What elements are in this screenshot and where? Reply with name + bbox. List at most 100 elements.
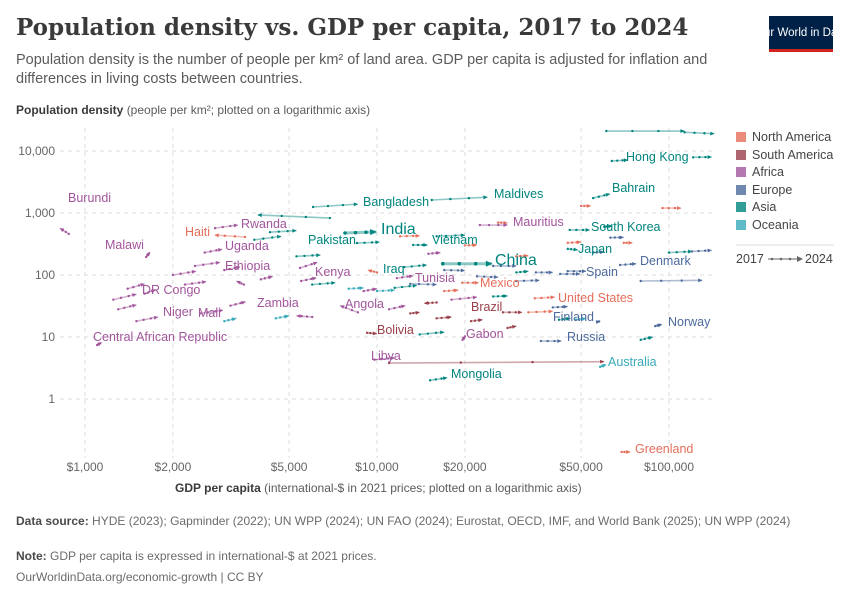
arrowhead <box>447 315 452 320</box>
logo-text: Our World in Data <box>755 27 847 39</box>
country-trajectory <box>574 316 587 321</box>
start-dot <box>574 318 578 321</box>
year-dot <box>187 271 190 274</box>
legend-item[interactable]: North America <box>736 130 831 144</box>
start-dot <box>243 235 247 239</box>
year-dot <box>561 318 565 321</box>
country-label: Spain <box>586 265 618 279</box>
country-label: Niger <box>163 305 193 319</box>
legend-item[interactable]: South America <box>736 148 833 162</box>
country-trajectory <box>367 269 379 274</box>
country-trajectory <box>418 330 445 336</box>
year-dot <box>660 279 663 282</box>
year-dot <box>210 262 213 265</box>
year-dot <box>197 281 201 284</box>
legend-label: Africa <box>752 165 784 179</box>
year-dot <box>305 278 308 282</box>
arrowhead <box>619 235 624 240</box>
legend-label: North America <box>752 130 832 144</box>
legend-arrow-dot <box>779 257 783 261</box>
legend-item[interactable]: Europe <box>736 183 792 197</box>
start-dot <box>515 255 518 258</box>
country-label: Mali <box>198 306 221 320</box>
year-dot <box>447 289 451 292</box>
start-dot <box>311 283 314 286</box>
country-trajectory <box>409 310 420 315</box>
year-dot <box>697 249 700 253</box>
country-trajectory-uganda <box>203 248 223 254</box>
arrowhead <box>390 288 395 293</box>
year-dot <box>578 270 582 273</box>
start-dot <box>117 308 120 311</box>
arrowhead <box>233 223 238 228</box>
start-dot <box>654 324 657 328</box>
legend-item[interactable]: Oceania <box>736 218 799 232</box>
legend-item[interactable]: Asia <box>736 200 776 214</box>
start-dot <box>435 235 438 238</box>
year-dot <box>540 296 543 300</box>
year-dot <box>221 225 224 229</box>
country-label: Japan <box>578 242 612 256</box>
year-dot <box>467 244 471 247</box>
year-dot <box>381 289 385 292</box>
start-dot <box>533 297 536 300</box>
year-dot <box>657 129 660 133</box>
arrowhead <box>440 330 445 335</box>
owid-logo[interactable]: Our World in Data <box>755 16 847 52</box>
arrowhead <box>151 289 156 293</box>
year-dot <box>223 234 226 237</box>
start-dot <box>591 251 595 254</box>
legend-label: Oceania <box>752 217 799 232</box>
year-dot <box>239 301 242 305</box>
country-trajectory <box>591 250 605 255</box>
arrowhead <box>215 260 221 265</box>
arrowhead <box>600 250 605 255</box>
start-dot <box>362 289 365 293</box>
arrowhead <box>235 265 241 270</box>
year-dot <box>132 285 135 289</box>
arrowhead <box>424 301 429 305</box>
start-dot <box>496 221 500 224</box>
start-dot <box>356 311 360 314</box>
start-dot <box>223 268 226 272</box>
year-dot <box>412 311 415 315</box>
country-trajectory-libya <box>373 356 395 361</box>
country-trajectory <box>443 268 465 273</box>
arrowhead <box>503 294 508 299</box>
year-dot <box>631 129 634 133</box>
arrowhead <box>454 288 459 293</box>
country-trajectory-brazil <box>501 310 523 315</box>
country-trajectory <box>171 269 197 277</box>
start-dot <box>591 196 595 200</box>
arrowhead <box>485 260 493 267</box>
arrowhead <box>423 243 428 247</box>
arrowhead <box>132 303 137 308</box>
start-dot <box>259 278 263 281</box>
year-dot <box>673 206 677 210</box>
country-trajectory <box>375 288 395 293</box>
start-dot <box>311 205 315 209</box>
legend-item[interactable]: Africa <box>736 165 784 179</box>
country-trajectory-mongolia <box>428 376 448 382</box>
country-label: Rwanda <box>241 217 287 231</box>
start-dot <box>229 304 232 307</box>
year-dot <box>522 279 526 282</box>
footer-url[interactable]: OurWorldinData.org/economic-growth | CC … <box>16 570 264 584</box>
country-trajectory-vietnam <box>411 243 428 247</box>
country-trajectory-haiti <box>214 233 247 239</box>
year-dot <box>228 267 231 271</box>
year-dot <box>508 311 511 314</box>
arrowhead <box>503 223 508 227</box>
arrowhead <box>605 193 611 197</box>
arrowhead <box>494 275 499 280</box>
trajectory-line <box>419 331 445 336</box>
year-dot <box>667 206 670 210</box>
year-dot <box>572 272 575 276</box>
year-dot <box>683 250 686 254</box>
country-trajectory-mali <box>198 308 224 315</box>
arrowhead <box>367 269 373 273</box>
year-dot <box>519 270 522 274</box>
country-label: Gabon <box>466 327 504 341</box>
year-dot <box>401 276 404 279</box>
arrowhead <box>422 263 427 268</box>
